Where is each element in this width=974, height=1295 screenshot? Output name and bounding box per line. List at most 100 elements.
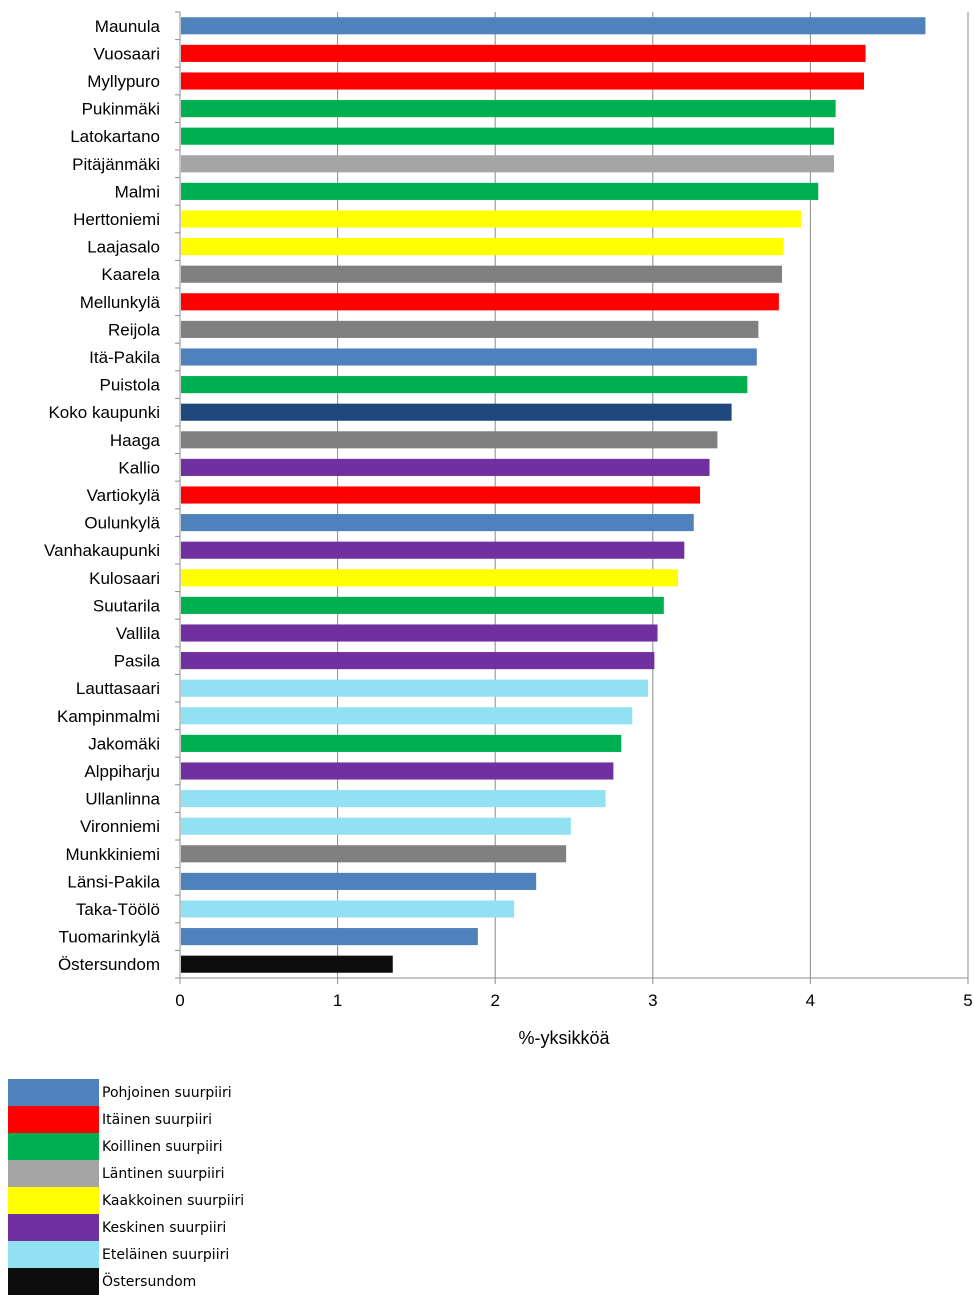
legend-swatch — [8, 1160, 99, 1187]
legend-item: Keskinen suurpiiri — [8, 1214, 244, 1241]
legend-swatch — [8, 1079, 99, 1106]
x-tick-label: 0 — [175, 991, 184, 1010]
bar — [181, 72, 864, 90]
bar — [181, 182, 819, 200]
bar — [181, 817, 571, 835]
category-label: Kaarela — [101, 265, 160, 284]
category-label: Laajasalo — [87, 238, 160, 257]
bars — [181, 17, 926, 973]
x-axis-title: %-yksikköä — [518, 1028, 610, 1048]
x-tick-label: 1 — [333, 991, 342, 1010]
legend-item: Itäinen suurpiiri — [8, 1106, 244, 1133]
bar-chart: Maunula Vuosaari Myllypuro Pukinmäki Latokar… — [44, 11, 973, 1048]
bar — [181, 790, 606, 808]
category-label: Haaga — [110, 431, 161, 450]
legend-swatch — [8, 1187, 99, 1214]
category-label: Kulosaari — [89, 569, 160, 588]
category-label: Maunula — [95, 17, 161, 36]
bar — [181, 238, 784, 256]
bar — [181, 762, 614, 780]
category-label: Pasila — [114, 652, 161, 671]
legend-label: Keskinen suurpiiri — [102, 1219, 227, 1236]
category-label: Jakomäki — [88, 734, 160, 753]
category-label: Malmi — [115, 182, 160, 201]
category-label: Tuomarinkylä — [59, 928, 161, 947]
category-label: Mellunkylä — [80, 293, 161, 312]
x-tick-label: 5 — [963, 991, 972, 1010]
bar — [181, 403, 732, 421]
bar — [181, 458, 710, 476]
category-label: Vanhakaupunki — [44, 541, 160, 560]
category-label: Pitäjänmäki — [72, 155, 160, 174]
bar — [181, 376, 748, 394]
bar — [181, 569, 679, 587]
legend-label: Pohjoinen suurpiiri — [102, 1084, 232, 1101]
x-tick-labels: 0 1 2 3 4 5 — [175, 991, 972, 1010]
bar — [181, 155, 835, 173]
category-label: Östersundom — [58, 955, 160, 974]
legend-label: Eteläinen suurpiiri — [102, 1246, 230, 1263]
legend-label: Koillinen suurpiiri — [102, 1138, 223, 1155]
legend-label: Östersundom — [102, 1273, 197, 1290]
category-label: Herttoniemi — [73, 210, 160, 229]
bar — [181, 265, 783, 283]
category-label: Munkkiniemi — [66, 845, 160, 864]
legend-swatch — [8, 1241, 99, 1268]
legend-swatch — [8, 1133, 99, 1160]
x-tick-label: 3 — [648, 991, 657, 1010]
category-label: Kampinmalmi — [57, 707, 160, 726]
category-label: Vironniemi — [80, 817, 160, 836]
bar — [181, 431, 718, 449]
category-label: Ullanlinna — [85, 790, 160, 809]
bar — [181, 845, 567, 863]
axes — [175, 11, 969, 984]
category-label: Vartiokylä — [87, 486, 161, 505]
bar — [181, 928, 478, 946]
legend-item: Läntinen suurpiiri — [8, 1160, 244, 1187]
category-label: Koko kaupunki — [48, 403, 160, 422]
bar — [181, 541, 685, 559]
bar — [181, 872, 537, 890]
legend-label: Itäinen suurpiiri — [102, 1111, 213, 1128]
bar — [181, 652, 655, 670]
bar — [181, 624, 658, 642]
category-label: Länsi-Pakila — [67, 872, 160, 891]
category-label: Puistola — [100, 376, 161, 395]
bar — [181, 707, 633, 725]
category-label: Kallio — [118, 458, 160, 477]
category-label: Itä-Pakila — [89, 348, 160, 367]
legend-label: Kaakkoinen suurpiiri — [102, 1192, 245, 1209]
category-labels: Maunula Vuosaari Myllypuro Pukinmäki Latokar… — [44, 17, 160, 974]
category-label: Latokartano — [70, 127, 160, 146]
bar — [181, 320, 759, 338]
x-tick-label: 4 — [806, 991, 815, 1010]
bar — [181, 210, 801, 228]
category-label: Oulunkylä — [84, 514, 160, 533]
legend-item: Kaakkoinen suurpiiri — [8, 1187, 244, 1214]
category-label: Reijola — [108, 320, 161, 339]
category-label: Lauttasaari — [76, 679, 160, 698]
bar — [181, 348, 757, 366]
bar — [181, 955, 393, 973]
legend-item: Eteläinen suurpiiri — [8, 1241, 244, 1268]
bar — [181, 486, 701, 504]
bar — [181, 127, 835, 145]
bar — [181, 293, 779, 311]
category-label: Vuosaari — [94, 44, 160, 63]
category-label: Vallila — [116, 624, 161, 643]
bar — [181, 679, 649, 697]
legend-item: Pohjoinen suurpiiri — [8, 1079, 244, 1106]
category-label: Alppiharju — [84, 762, 160, 781]
bar — [181, 17, 926, 35]
legend: Pohjoinen suurpiiri Itäinen suurpiiri Koil… — [8, 1079, 244, 1295]
bar — [181, 900, 515, 918]
legend-item: Koillinen suurpiiri — [8, 1133, 244, 1160]
legend-swatch — [8, 1214, 99, 1241]
legend-label: Läntinen suurpiiri — [102, 1165, 225, 1182]
legend-swatch — [8, 1106, 99, 1133]
bar — [181, 596, 664, 614]
bar — [181, 100, 836, 118]
x-tick-label: 2 — [490, 991, 499, 1010]
category-label: Taka-Töölö — [76, 900, 160, 919]
bar — [181, 734, 622, 752]
